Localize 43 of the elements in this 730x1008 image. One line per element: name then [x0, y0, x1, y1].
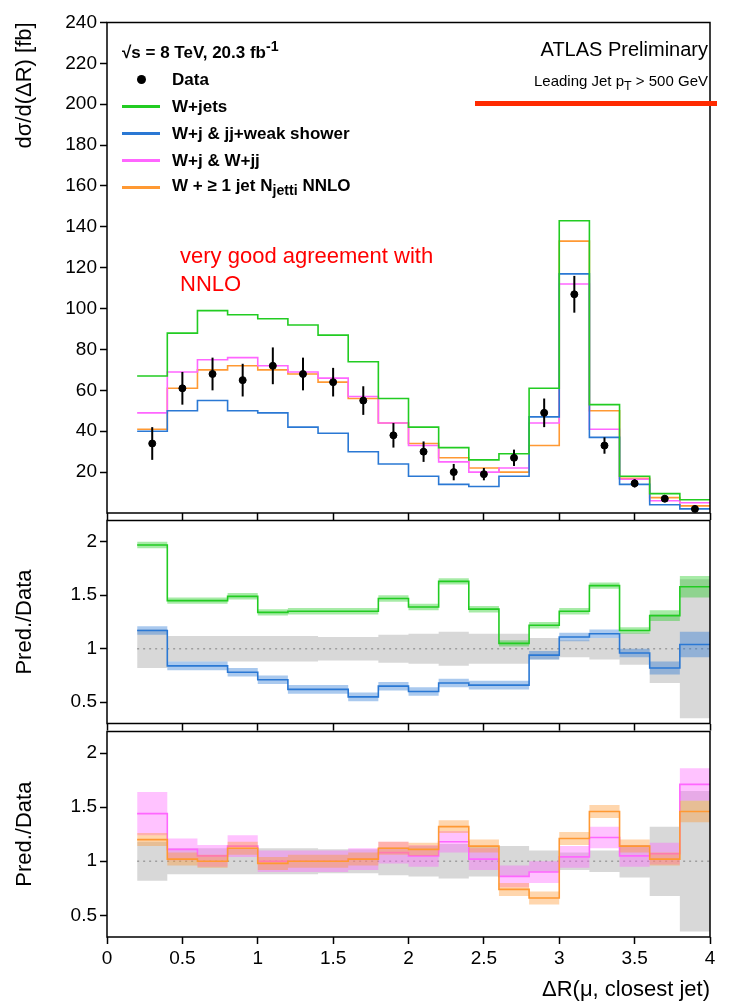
- x-tick-label: 4: [704, 946, 716, 968]
- legend-label: Data: [172, 69, 209, 90]
- y-axis-title: Pred./Data: [11, 780, 37, 887]
- y-axis-title: Pred./Data: [11, 568, 37, 675]
- x-tick-label: 1: [252, 946, 264, 968]
- annotation: √s = 8 TeV, 20.3 fb$^{-1}$: [122, 38, 279, 63]
- x-tick-label: 0.5: [169, 946, 196, 968]
- y-tick-label: 100: [65, 296, 97, 318]
- x-tick-label: 2.5: [470, 946, 498, 968]
- legend-label: W+j & jj+weak shower: [172, 123, 350, 144]
- y-tick-label: 0.5: [70, 903, 97, 925]
- y-tick-label: 40: [75, 419, 97, 441]
- y-tick-label: 1: [86, 636, 97, 658]
- y-tick-label: 60: [75, 378, 97, 400]
- x-axis-title: ΔR(μ, closest jet): [542, 975, 710, 1001]
- legend-label: W+jets: [172, 96, 228, 117]
- y-tick-label: 180: [65, 133, 97, 155]
- x-tick-label: 3.5: [621, 946, 648, 968]
- x-tick-label: 3: [553, 946, 565, 968]
- y-tick-label: 2: [86, 741, 97, 763]
- y-tick-label: 240: [65, 10, 97, 32]
- y-tick-label: 200: [65, 92, 97, 114]
- x-tick-label: 1.5: [319, 946, 347, 968]
- y-tick-label: 120: [65, 255, 97, 277]
- point: [690, 504, 699, 513]
- y-tick-label: 20: [75, 460, 97, 482]
- x-tick-label: 0: [101, 946, 113, 968]
- y-tick-label: 80: [75, 337, 97, 359]
- y-axis-title: dσ/d(ΔR) [fb]: [11, 22, 37, 149]
- annotation: very good agreement with NNLO: [180, 242, 435, 298]
- x-tick-label: 2: [403, 946, 414, 968]
- y-tick-label: 0.5: [70, 690, 97, 712]
- y-tick-label: 1.5: [70, 795, 97, 817]
- legend-label: W+j & W+jj: [172, 150, 260, 171]
- y-tick-label: 160: [65, 174, 97, 196]
- y-tick-label: 220: [65, 51, 97, 73]
- y-tick-label: 1.5: [70, 583, 97, 605]
- annotation: ATLAS Preliminary: [540, 38, 708, 61]
- annotation: Leading Jet p$_{T}$ > 500 GeV: [533, 72, 708, 93]
- y-tick-label: 140: [65, 215, 97, 237]
- legend-label: W + ≥ 1 jet N$_{jetti}$ NNLO: [172, 176, 351, 199]
- y-tick-label: 1: [86, 849, 97, 871]
- y-tick-label: 2: [86, 530, 97, 552]
